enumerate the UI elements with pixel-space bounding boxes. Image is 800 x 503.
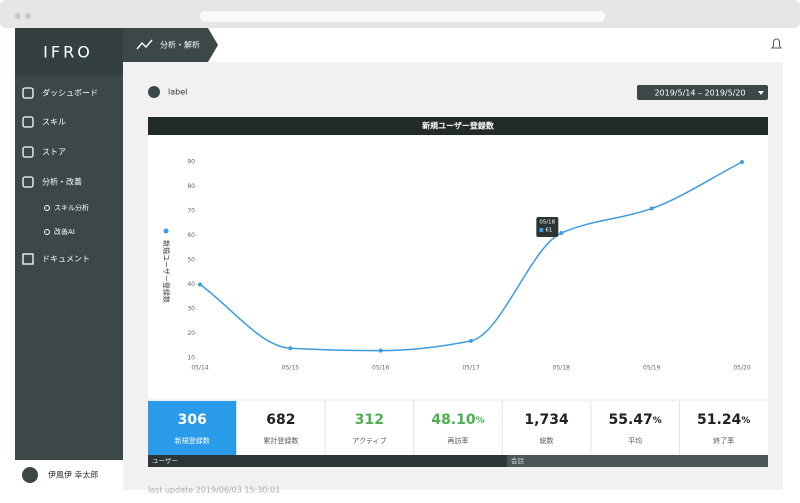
stat-number: 682: [266, 412, 295, 428]
header: [123, 28, 783, 62]
stat-label: 平均: [628, 436, 642, 445]
x-tick-label: 05/20: [733, 365, 750, 372]
tooltip-category: 05/18: [539, 220, 555, 226]
section-label: ユーザー: [152, 457, 178, 465]
stat-value: 51.24%: [697, 412, 750, 428]
stat-unit: %: [741, 416, 750, 426]
submenu-icon: [44, 229, 50, 235]
x-tick-label: 05/18: [553, 365, 570, 372]
menu-item[interactable]: 分析・改善: [42, 177, 82, 187]
y-tick-label: 80: [187, 183, 195, 190]
legend-dot: [163, 228, 169, 234]
stat-value: 682: [266, 412, 295, 428]
tooltip-swatch: [539, 228, 544, 233]
menu-item[interactable]: ドキュメント: [42, 255, 90, 264]
label-icon: [148, 86, 160, 98]
breadcrumb-icon: [136, 39, 153, 50]
tooltip-value: 61: [545, 228, 552, 234]
avatar[interactable]: [22, 467, 38, 483]
x-tick-label: 05/16: [372, 365, 389, 372]
stat-label: 新規登録数: [175, 436, 210, 445]
y-tick-label: 30: [187, 306, 195, 313]
date-picker[interactable]: [637, 85, 768, 100]
stat-unit: %: [476, 416, 485, 426]
stat-label: 再訪率: [448, 436, 469, 445]
y-tick-label: 10: [187, 355, 195, 362]
stat-number: 51.24: [697, 412, 742, 428]
data-point: [198, 282, 202, 287]
y-tick-label: 60: [187, 232, 195, 239]
y-tick-label: 50: [187, 257, 195, 264]
stat-label: アクティブ: [352, 436, 386, 445]
logo-area: [15, 28, 123, 76]
stat-number: 312: [355, 412, 384, 428]
data-point: [469, 338, 473, 343]
logo[interactable]: IFRO: [43, 43, 93, 62]
date-range[interactable]: 2019/5/14 – 2019/5/20: [654, 89, 745, 98]
stat-unit: %: [653, 416, 662, 426]
stat-value: 1,734: [524, 412, 569, 428]
stat-label: 終了率: [713, 436, 734, 445]
menu-icon: [22, 116, 34, 128]
window-dot[interactable]: [15, 13, 21, 19]
submenu-icon: [44, 205, 50, 211]
section-bar: [148, 455, 507, 467]
chart-title-bar: [148, 117, 768, 135]
submenu-item[interactable]: スキル分析: [54, 203, 89, 212]
menu-icon: [22, 176, 34, 188]
window-dot[interactable]: [25, 13, 31, 19]
stat-label: 累計登録数: [263, 436, 298, 445]
section-label: 会話: [511, 456, 525, 465]
y-tick-label: 20: [187, 330, 195, 337]
stat-value: 306: [178, 412, 207, 428]
data-point: [288, 346, 293, 351]
data-point: [559, 231, 564, 236]
plot-area: [148, 135, 768, 399]
bell-icon[interactable]: [771, 38, 782, 49]
last-update: last update 2019/06/03 15:30:01: [148, 486, 280, 495]
menu-icon: [22, 87, 34, 99]
x-tick-label: 05/15: [282, 365, 299, 372]
menu-icon: [22, 253, 34, 265]
y-tick-label: 90: [187, 159, 195, 166]
submenu-item[interactable]: 改善AI: [54, 227, 75, 236]
x-tick-label: 05/17: [462, 365, 479, 372]
menu-item[interactable]: スキル: [42, 118, 66, 127]
stat-value: 312: [355, 412, 384, 428]
y-tick-label: 40: [187, 281, 195, 288]
x-tick-label: 05/14: [191, 365, 208, 372]
data-point: [378, 348, 383, 353]
user-name[interactable]: 伊風伊 幸太郎: [48, 470, 99, 480]
label: label: [168, 88, 187, 97]
stat-label: 総数: [540, 436, 554, 445]
breadcrumb-bg: [123, 28, 218, 62]
data-point: [740, 160, 744, 164]
stat-number: 55.47: [608, 412, 652, 428]
url-bar[interactable]: [200, 11, 605, 22]
legend-label: 新規ユーザー登録数: [162, 240, 171, 303]
stat-number: 306: [178, 412, 207, 428]
stat-value: 55.47%: [608, 412, 661, 428]
stat-highlight: [148, 401, 237, 455]
x-tick-label: 05/19: [643, 365, 660, 372]
menu-item[interactable]: ストア: [42, 148, 66, 157]
menu-icon: [22, 146, 34, 158]
stat-number: 1,734: [524, 412, 569, 428]
dropdown-arrow: [758, 91, 764, 95]
chart-title: 新規ユーザー登録数: [422, 121, 495, 131]
stats-bg: [148, 401, 768, 455]
stat-value: 48.10%: [431, 412, 484, 428]
breadcrumb[interactable]: 分析・解析: [160, 40, 200, 50]
menu-item[interactable]: ダッシュボード: [42, 88, 98, 98]
data-point: [649, 206, 654, 211]
section-bar: [507, 455, 768, 467]
y-tick-label: 70: [187, 208, 195, 215]
stat-number: 48.10: [431, 412, 476, 428]
